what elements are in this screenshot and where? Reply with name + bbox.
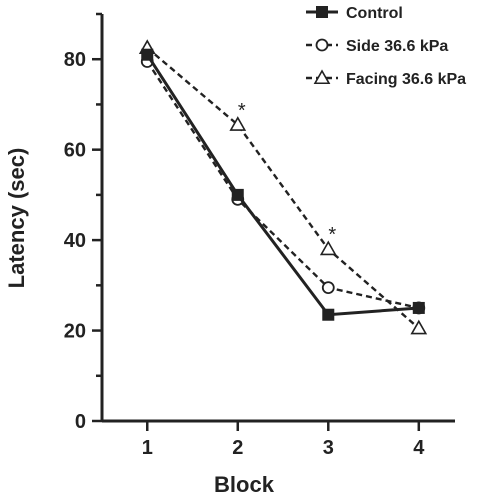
- significance-marker: *: [238, 100, 246, 122]
- x-tick-label: 4: [413, 437, 425, 459]
- series-line: [146, 60, 420, 310]
- y-tick-label: 0: [75, 411, 86, 433]
- legend-marker: [316, 6, 328, 18]
- legend-item: Control: [306, 5, 403, 22]
- legend: Control Side 36.6 kPa Facing 36.6 kPa: [306, 5, 466, 88]
- series-line: [145, 53, 419, 317]
- data-point: [322, 308, 335, 321]
- x-axis-title: Block: [214, 472, 275, 496]
- data-point: [319, 240, 337, 256]
- series-line: [146, 47, 420, 330]
- series-1: [141, 48, 425, 321]
- y-tick-label: 40: [64, 230, 86, 252]
- x-tick-label: 3: [323, 437, 334, 459]
- series-layer: [138, 39, 428, 335]
- annotation-layer: **: [238, 100, 337, 246]
- data-point: [231, 188, 244, 201]
- significance-marker: *: [328, 224, 336, 246]
- legend-label: Side 36.6 kPa: [346, 38, 448, 55]
- data-point: [412, 301, 425, 314]
- data-point: [321, 281, 335, 294]
- legend-item: Facing 36.6 kPa: [306, 69, 466, 88]
- series-2: [140, 55, 426, 315]
- legend-label: Control: [346, 5, 403, 22]
- legend-marker: [315, 38, 329, 52]
- y-tick-label: 80: [64, 49, 86, 71]
- data-point: [141, 48, 154, 61]
- y-tick-label: 60: [64, 140, 86, 162]
- x-tick-label: 2: [232, 437, 243, 459]
- data-point: [410, 319, 428, 335]
- x-tick-label: 1: [142, 437, 153, 459]
- legend-item: Side 36.6 kPa: [306, 38, 448, 55]
- y-tick-label: 20: [64, 321, 86, 343]
- legend-label: Facing 36.6 kPa: [346, 71, 466, 88]
- axes: 0 20 40 60 80 1 2 3 4: [64, 12, 455, 459]
- legend-marker: [313, 69, 331, 85]
- data-point: [229, 116, 247, 131]
- y-axis-title: Latency (sec): [4, 148, 29, 289]
